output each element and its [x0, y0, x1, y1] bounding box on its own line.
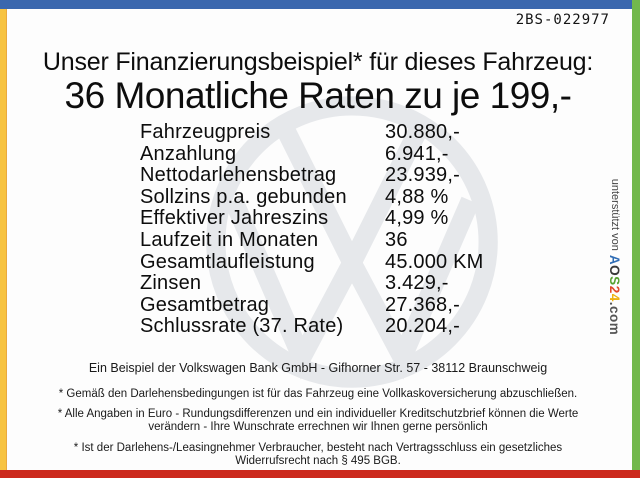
brand-letter: 2	[607, 285, 623, 294]
branding-prefix: unterstützt von	[609, 178, 621, 251]
row-value: 4,88 %	[385, 185, 449, 208]
frame-border-top	[0, 0, 632, 9]
brand-letter: 4	[607, 293, 623, 302]
row-value: 30.880,-	[385, 121, 460, 143]
table-row: Nettodarlehensbetrag 23.939,-	[140, 165, 590, 187]
side-branding: unterstützt von AOS24.com	[606, 162, 624, 352]
brand-letter: S	[607, 276, 623, 286]
row-label: Nettodarlehensbetrag	[140, 164, 337, 187]
frame-border-bottom	[0, 470, 640, 478]
row-value: 3.429,-	[385, 272, 449, 295]
offer-serial-number: 2BS-022977	[515, 12, 610, 28]
table-row: Schlussrate (37. Rate) 20.204,-	[140, 316, 590, 338]
branding-suffix: .com	[607, 301, 623, 336]
brand-letter: A	[607, 254, 623, 266]
monthly-rate-headline: 36 Monatliche Raten zu je 199,-	[64, 75, 572, 116]
row-label: Laufzeit in Monaten	[140, 228, 319, 251]
table-row: Gesamtbetrag 27.368,-	[140, 293, 590, 317]
table-row: Anzahlung 6.941,-	[140, 142, 590, 166]
brand-letter: O	[607, 265, 623, 277]
row-label: Effektiver Jahreszins	[140, 207, 329, 230]
row-label: Schlussrate (37. Rate)	[140, 315, 344, 338]
bank-address-line: Ein Beispiel der Volkswagen Bank GmbH - …	[88, 361, 548, 375]
frame-border-right	[632, 0, 640, 470]
row-label: Anzahlung	[140, 142, 237, 165]
row-label: Fahrzeugpreis	[140, 121, 271, 143]
row-value: 23.939,-	[385, 164, 460, 187]
footnote: * Ist der Darlehens-/Leasingnehmer Verbr…	[73, 441, 563, 468]
table-row: Zinsen 3.429,-	[140, 273, 590, 295]
footnote: * Alle Angaben in Euro - Rundungsdiffere…	[57, 407, 579, 434]
row-value: 27.368,-	[385, 293, 460, 316]
row-value: 45.000 KM	[385, 250, 484, 273]
row-label: Zinsen	[140, 272, 202, 295]
table-row: Laufzeit in Monaten 36	[140, 228, 590, 252]
vw-logo-strokes	[206, 96, 498, 388]
aos24-logo: AOS24.com	[608, 255, 623, 335]
row-value: 36	[385, 228, 408, 251]
page-title: Unser Finanzierungsbeispiel* für dieses …	[42, 48, 594, 76]
financing-table: Fahrzeugpreis 30.880,- Anzahlung 6.941,-…	[140, 121, 590, 338]
table-row: Gesamtlaufleistung 45.000 KM	[140, 250, 590, 274]
row-label: Gesamtbetrag	[140, 293, 270, 316]
frame-border-left	[0, 9, 7, 470]
row-value: 6.941,-	[385, 142, 449, 165]
table-row: Fahrzeugpreis 30.880,-	[140, 121, 590, 144]
footnote: * Gemäß den Darlehensbedingungen ist für…	[58, 388, 578, 400]
footnotes: * Gemäß den Darlehensbedingungen ist für…	[36, 388, 600, 469]
row-label: Gesamtlaufleistung	[140, 250, 315, 273]
row-value: 20.204,-	[385, 315, 460, 338]
table-row: Effektiver Jahreszins 4,99 %	[140, 208, 590, 230]
row-value: 4,99 %	[385, 207, 449, 230]
row-label: Sollzins p.a. gebunden	[140, 185, 347, 208]
vw-logo-watermark	[206, 96, 498, 388]
table-row: Sollzins p.a. gebunden 4,88 %	[140, 185, 590, 209]
